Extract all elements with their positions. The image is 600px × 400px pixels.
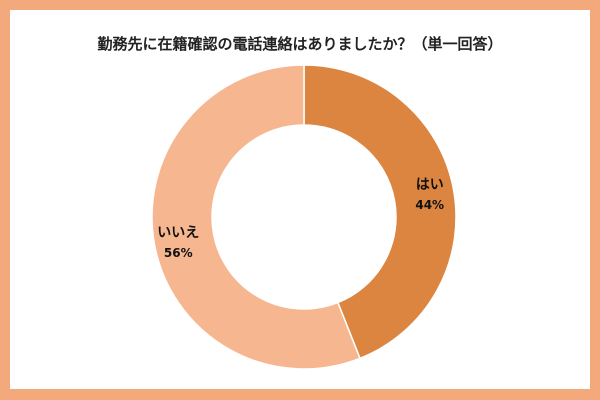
slice-1 <box>151 64 361 370</box>
chart-title: 勤務先に在籍確認の電話連絡はありましたか？（単一回答） <box>97 35 503 53</box>
slices-group <box>151 64 457 370</box>
slice-label-0: はい <box>416 177 444 193</box>
slice-0 <box>303 64 457 360</box>
slice-value-label-1: 56% <box>164 246 193 260</box>
slice-label-1: いいえ <box>157 225 199 241</box>
chart-frame: 勤務先に在籍確認の電話連絡はありましたか？（単一回答） はい 44% いいえ 56% <box>10 10 590 389</box>
slice-value-label-0: 44% <box>415 198 444 212</box>
labels-group: はい 44% いいえ 56% <box>157 177 444 260</box>
donut-chart: はい 44% いいえ 56% <box>151 64 457 370</box>
